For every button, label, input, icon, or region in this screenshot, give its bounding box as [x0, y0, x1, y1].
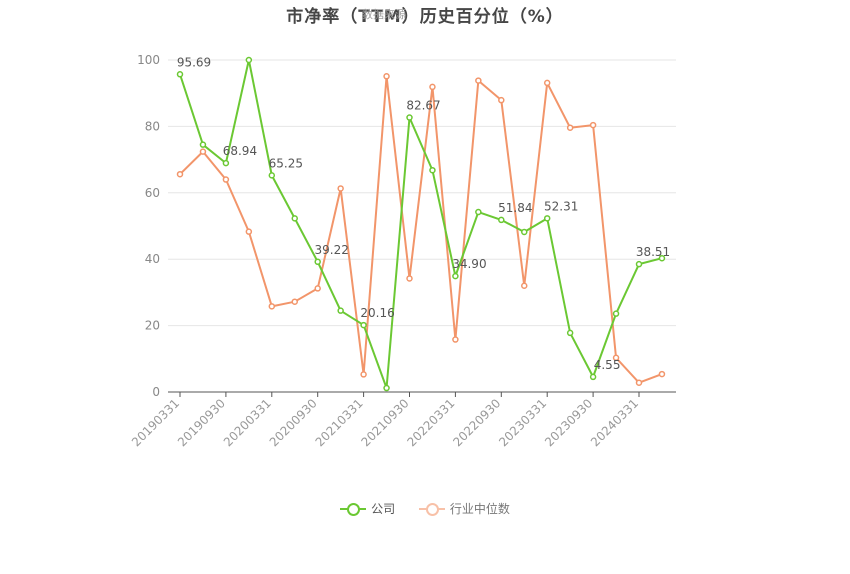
x-tick-label: 20200331 [221, 396, 274, 449]
grid-lines [168, 59, 676, 327]
data-point-company [452, 272, 459, 280]
data-point-company [612, 310, 620, 317]
data-point-industry-median [475, 77, 482, 84]
series-group [176, 56, 666, 392]
data-point-company [498, 216, 505, 224]
data-label: 68.94 [223, 144, 257, 158]
data-label: 65.25 [269, 156, 303, 170]
x-tick-label: 20190930 [175, 396, 228, 449]
legend-swatch-industry-median [418, 502, 445, 516]
legend-item-company[interactable]: 公司 [340, 500, 395, 517]
data-point-company [291, 215, 298, 222]
x-tick-label: 20220331 [404, 396, 457, 449]
x-axis: 2019033120190930202003312020093020210331… [129, 391, 676, 449]
y-tick-label: 100 [137, 53, 160, 67]
y-tick-label: 60 [145, 186, 160, 200]
data-point-company [566, 329, 574, 337]
data-point-industry-median [498, 96, 505, 104]
data-label: 34.90 [452, 257, 486, 271]
data-point-company [635, 260, 643, 268]
data-point-industry-median [383, 73, 390, 80]
data-point-company [176, 71, 184, 78]
data-point-company [429, 166, 436, 174]
y-tick-label: 80 [145, 119, 160, 133]
y-tick-label: 40 [145, 252, 160, 266]
data-point-company [222, 159, 230, 167]
y-tick-label: 0 [152, 385, 160, 399]
data-point-industry-median [566, 124, 574, 131]
y-axis: 0 20 40 60 80 100 [137, 53, 160, 399]
data-point-company [337, 307, 344, 314]
series-line-company [179, 59, 663, 390]
data-label: 4.55 [594, 358, 621, 372]
data-point-industry-median [268, 303, 276, 310]
data-point-company [360, 321, 367, 329]
data-point-industry-median [199, 148, 207, 155]
data-labels: 95.69 68.94 65.25 39.22 20.16 82.67 34.90 51.84… [177, 55, 670, 372]
data-label: 95.69 [177, 55, 211, 69]
data-point-company [406, 114, 413, 121]
y-tick-label: 20 [145, 319, 160, 333]
legend: 公司 行业中位数 [0, 500, 850, 518]
x-tick-label: 20230930 [542, 396, 595, 449]
x-tick-label: 20220930 [450, 396, 503, 449]
x-tick-label: 20200930 [267, 396, 320, 449]
data-point-industry-median [245, 228, 253, 235]
data-point-industry-median [521, 282, 528, 290]
data-point-company [658, 254, 666, 262]
data-label: 20.16 [360, 306, 394, 320]
data-point-industry-median [314, 285, 321, 292]
data-label: 38.51 [636, 245, 670, 259]
data-point-industry-median [543, 79, 551, 87]
data-label: 51.84 [498, 201, 532, 215]
data-label: 39.22 [315, 243, 349, 257]
legend-swatch-company [340, 502, 367, 516]
data-label: 82.67 [406, 99, 440, 113]
x-tick-label: 20210930 [359, 396, 412, 449]
legend-label-industry-median: 行业中位数 [449, 502, 510, 516]
data-point-company [245, 56, 253, 64]
x-tick-label: 20190331 [129, 396, 182, 449]
data-point-industry-median [452, 336, 459, 343]
data-point-industry-median [612, 354, 620, 362]
legend-item-industry-median[interactable]: 行业中位数 [418, 500, 510, 517]
data-point-industry-median [337, 185, 344, 192]
series-line-industry-median [179, 75, 663, 384]
data-point-industry-median [360, 371, 367, 378]
data-point-industry-median [291, 298, 298, 305]
legend-label-company: 公司 [371, 502, 396, 516]
x-tick-label: 20240331 [588, 396, 641, 449]
data-point-industry-median [429, 83, 436, 91]
data-point-industry-median [222, 176, 230, 183]
data-label: 52.31 [544, 199, 578, 213]
watermark-text: 数据来源 [362, 8, 406, 21]
data-point-industry-median [406, 275, 413, 282]
x-tick-label: 20230331 [496, 396, 549, 449]
data-point-company [543, 215, 551, 222]
data-point-company [475, 208, 482, 216]
data-point-company [521, 228, 528, 236]
data-point-industry-median [658, 370, 666, 378]
data-point-company [314, 258, 321, 266]
data-point-company [383, 384, 390, 392]
chart-title: 市净率（TTM）历史百分位（%） [286, 7, 564, 27]
data-point-industry-median [176, 170, 184, 178]
data-point-industry-median [635, 379, 643, 386]
x-tick-label: 20210331 [313, 396, 366, 449]
data-point-industry-median [589, 121, 597, 129]
data-point-company [589, 373, 597, 381]
data-point-company [268, 172, 276, 179]
data-point-company [199, 141, 207, 148]
